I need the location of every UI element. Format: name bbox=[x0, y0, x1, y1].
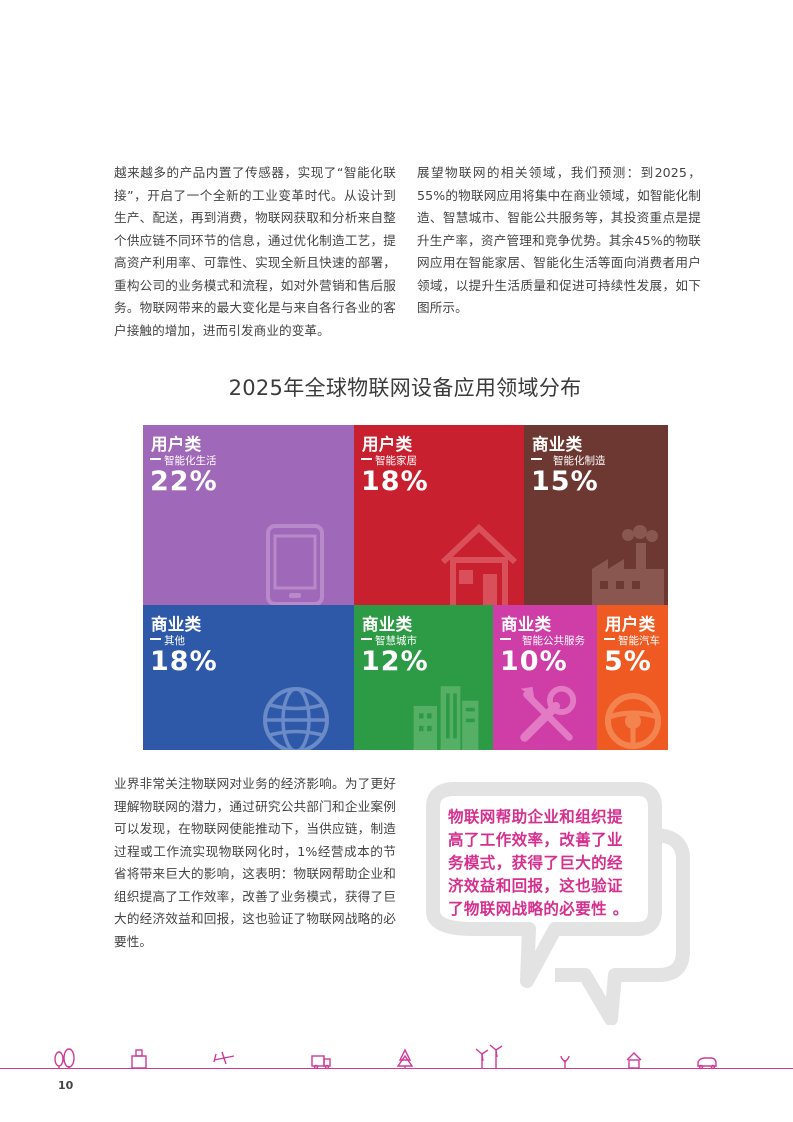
trees-icon bbox=[54, 1048, 75, 1068]
tile-percentage: 22% bbox=[150, 466, 218, 497]
tile-category: 商业类 bbox=[151, 615, 202, 634]
tile-other: 商业类 其他 18% bbox=[143, 605, 354, 750]
pine-tree-icon bbox=[396, 1048, 414, 1069]
sprout-icon bbox=[560, 1055, 570, 1069]
tile-smart-manufacturing: 商业类 智能化制造 15% bbox=[524, 425, 668, 605]
tile-subcategory: 智能公共服务 bbox=[500, 633, 585, 648]
tools-icon bbox=[520, 685, 577, 742]
car-icon bbox=[697, 1057, 717, 1070]
tile-percentage: 15% bbox=[531, 466, 599, 497]
globe-icon bbox=[263, 687, 329, 750]
tile-category: 用户类 bbox=[362, 435, 413, 454]
airplane-icon bbox=[213, 1051, 235, 1065]
tile-percentage: 12% bbox=[361, 646, 429, 677]
tile-smart-city: 商业类 智慧城市 12% bbox=[354, 605, 493, 750]
footer-rule bbox=[0, 1068, 793, 1069]
tile-category: 用户类 bbox=[151, 435, 202, 454]
building-icon bbox=[131, 1049, 147, 1069]
tile-percentage: 18% bbox=[361, 466, 429, 497]
tile-subcategory: 智能化生活 bbox=[150, 453, 217, 468]
body-paragraph-3: 业界非常关注物联网对业务的经济影响。为了更好理解物联网的潜力，通过研究公共部门和… bbox=[114, 776, 396, 949]
tile-category: 商业类 bbox=[362, 615, 413, 634]
tile-subcategory: 智能汽车 bbox=[604, 633, 660, 648]
page-number: 10 bbox=[58, 1079, 74, 1092]
wind-turbine-icon bbox=[475, 1044, 503, 1069]
phone-icon bbox=[266, 524, 324, 605]
tile-subcategory: 智能化制造 bbox=[531, 453, 606, 468]
tile-smart-living: 用户类 智能化生活 22% bbox=[143, 425, 354, 605]
steering-wheel-icon bbox=[605, 693, 661, 749]
tile-percentage: 10% bbox=[500, 646, 568, 677]
truck-icon bbox=[311, 1055, 331, 1070]
tile-category: 商业类 bbox=[501, 615, 552, 634]
tile-smart-car: 用户类 智能汽车 5% bbox=[597, 605, 668, 750]
tile-percentage: 18% bbox=[150, 646, 218, 677]
footer-illustration bbox=[54, 1044, 717, 1070]
house-icon bbox=[440, 523, 518, 605]
tile-public-services: 商业类 智能公共服务 10% bbox=[493, 605, 597, 750]
body-paragraph-2: 展望物联网的相关领域，我们预测：到2025，55%的物联网应用将集中在商业领域，… bbox=[417, 165, 701, 315]
speech-bubble-graphic bbox=[426, 782, 690, 1025]
buildings-icon bbox=[413, 686, 479, 750]
chart-title: 2025年全球物联网设备应用领域分布 bbox=[228, 376, 582, 400]
tile-category: 用户类 bbox=[605, 615, 656, 634]
pull-quote: 物联网帮助企业和组织提高了工作效率，改善了业务模式，获得了巨大的经济效益和回报，… bbox=[448, 808, 629, 918]
tile-percentage: 5% bbox=[604, 646, 652, 677]
house-icon bbox=[626, 1052, 642, 1069]
body-paragraph-1: 越来越多的产品内置了传感器，实现了“智能化联接”，开启了一个全新的工业变革时代。… bbox=[114, 165, 396, 338]
factory-icon bbox=[592, 525, 664, 605]
tile-smart-home: 用户类 智能家居 18% bbox=[354, 425, 524, 605]
tile-category: 商业类 bbox=[532, 435, 583, 454]
tile-subcategory: 智慧城市 bbox=[361, 633, 417, 648]
tile-subcategory: 其他 bbox=[150, 633, 185, 648]
treemap-chart: 用户类 智能化生活 22% 用户类 智能家居 18% 商业类 智能化制造 15% bbox=[143, 425, 668, 750]
tile-subcategory: 智能家居 bbox=[361, 453, 417, 468]
